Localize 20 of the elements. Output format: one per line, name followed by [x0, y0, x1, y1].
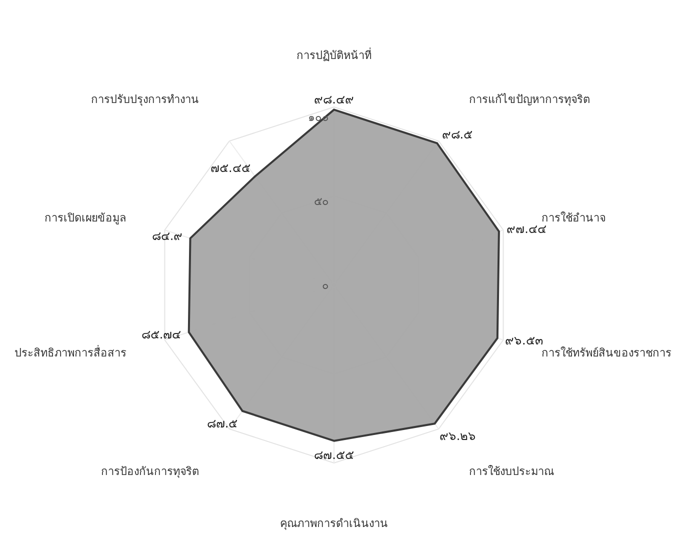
- data-label: ๗๕.๔๕: [210, 160, 250, 175]
- data-label: ๘๔.๙: [152, 228, 183, 243]
- spoke-label: การปฏิบัติหน้าที่: [296, 47, 372, 62]
- spoke-label: การใช้งบประมาณ: [469, 465, 554, 478]
- data-label: ๙๘.๕: [442, 128, 473, 142]
- spoke-label: การแก้ไขปัญหาการทุจริต: [469, 92, 590, 106]
- data-label: ๙๖.๒๖: [439, 429, 476, 444]
- data-label: ๘๗.๕: [206, 416, 238, 430]
- spoke-label: การใช้ทรัพย์สินของราชการ: [541, 346, 672, 360]
- spoke-label: การเปิดเผยข้อมูล: [44, 212, 127, 225]
- data-label: ๙๖.๕๓: [505, 334, 543, 348]
- data-label: ๘๕.๗๔: [141, 328, 182, 342]
- spoke-label: การปรับปรุงการทำงาน: [90, 92, 199, 106]
- data-label: ๙๘.๔๙: [314, 92, 354, 107]
- y-tick-label: ๐: [322, 279, 329, 292]
- spoke-label: คุณภาพการดำเนินงาน: [280, 517, 388, 530]
- spoke-label: ประสิทธิภาพการสื่อสาร: [14, 344, 127, 360]
- data-label: ๘๗.๕๕: [314, 448, 354, 462]
- y-tick-label: ๕๐: [314, 195, 329, 208]
- spoke-label: การป้องกันการทุจริต: [100, 465, 199, 478]
